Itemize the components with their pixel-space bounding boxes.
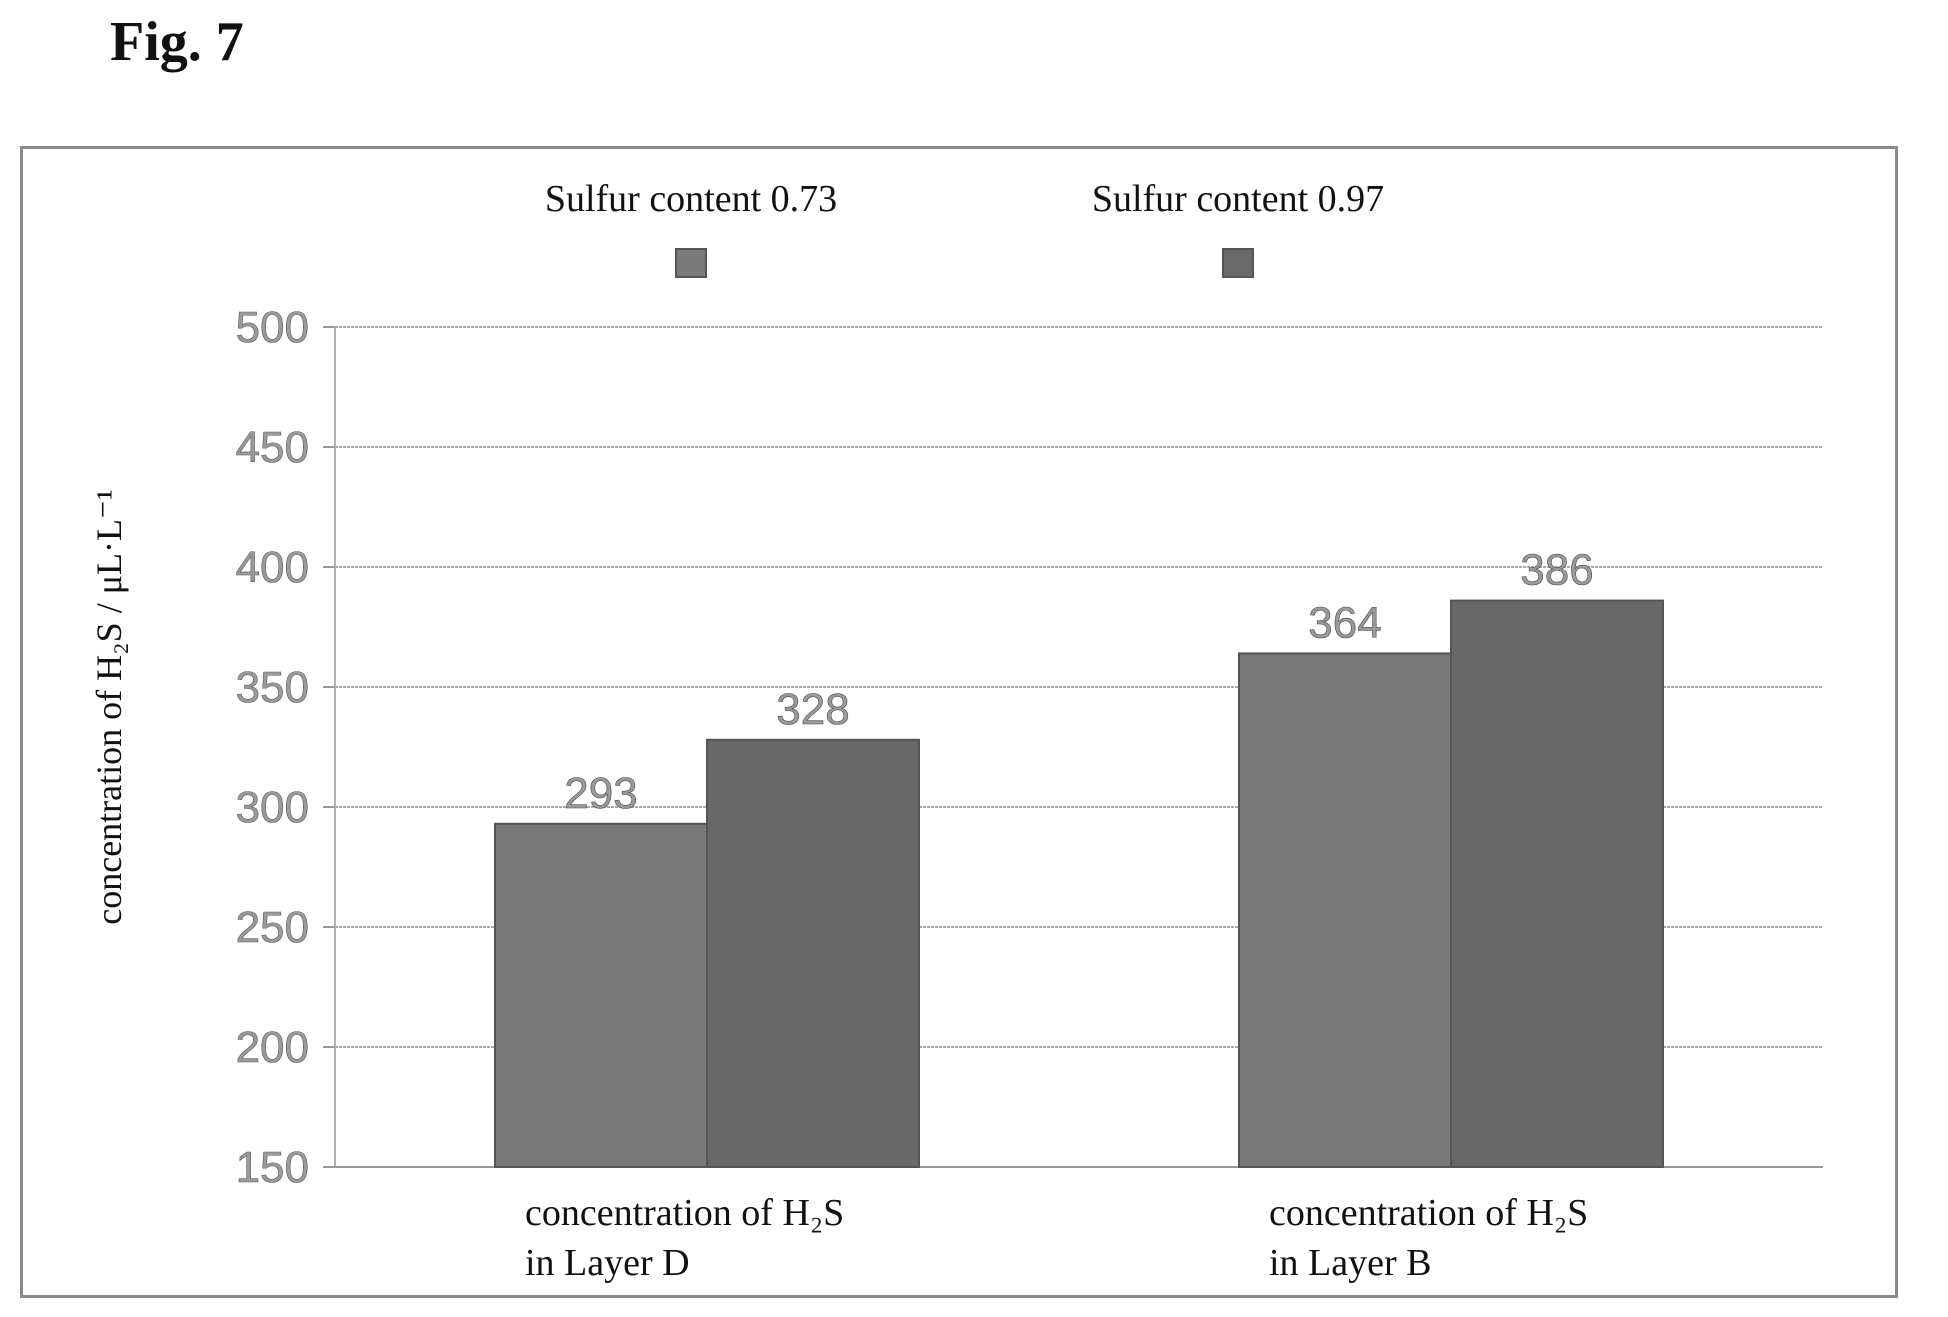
chart-frame: 150 200 250 300 350 400 450 500 293 364 328 386 co… [20,146,1898,1298]
bars [494,599,1664,1169]
y-tick-label: 400 [236,543,309,592]
bar-texture [1451,600,1663,1167]
y-tick-label: 500 [236,303,309,352]
x-category-label: in Layer D [525,1242,690,1284]
bar-chart: 150 200 250 300 350 400 450 500 293 364 328 386 co… [89,178,1823,1284]
x-category-label: concentration of H₂S [1269,1192,1588,1234]
y-axis-title: concentration of H₂S / μL·L⁻¹ [89,489,129,925]
x-axis-categories: concentration of H₂S in Layer D concentrat… [525,1192,1588,1284]
legend-label: Sulfur content 0.73 [545,178,837,220]
bar-texture [1239,653,1451,1167]
x-category-label: in Layer B [1269,1242,1432,1284]
y-tick-label: 150 [236,1143,309,1192]
y-tick-label: 450 [236,423,309,472]
figure-label: Fig. 7 [110,11,244,73]
legend-swatch [1222,248,1254,278]
y-tick-label: 250 [236,903,309,952]
y-axis-ticks: 150 200 250 300 350 400 450 500 [235,303,335,1192]
legend: Sulfur content 0.73 Sulfur content 0.97 [545,178,1384,278]
bar-texture [707,739,919,1167]
y-tick-label: 200 [236,1023,309,1072]
data-labels: 293 364 328 386 [564,545,1594,818]
data-label: 293 [564,769,637,818]
data-label: 364 [1308,598,1381,647]
legend-label: Sulfur content 0.97 [1092,178,1384,220]
bar-texture [495,823,707,1167]
x-category-label: concentration of H₂S [525,1192,844,1234]
legend-swatch [675,248,707,278]
y-tick-label: 350 [236,663,309,712]
data-label: 386 [1520,546,1593,595]
y-tick-label: 300 [236,783,309,832]
data-label: 328 [776,685,849,734]
